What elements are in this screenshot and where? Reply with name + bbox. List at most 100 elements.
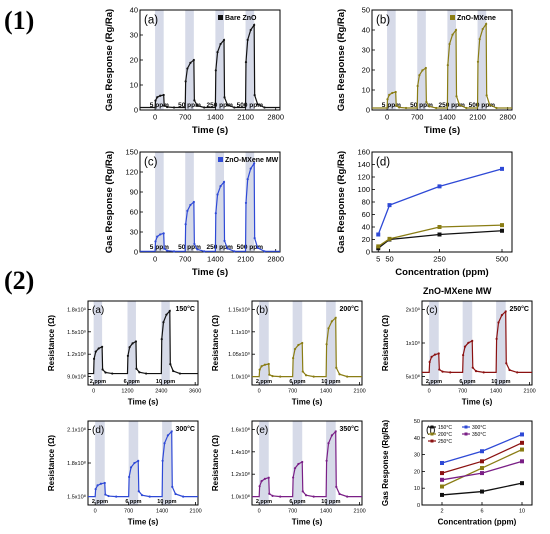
trace-point [301, 460, 304, 464]
concentration-label: 6 ppm [459, 379, 475, 385]
series-point [440, 461, 444, 465]
trace-point [162, 232, 165, 235]
trace-point [388, 93, 391, 96]
trace-point [435, 106, 438, 110]
concentration-label: 250 ppm [207, 244, 234, 251]
trace-point [182, 495, 185, 498]
trace-point [268, 373, 271, 376]
trace-point [334, 430, 337, 433]
trace-point [325, 459, 328, 462]
legend-label: 300°C [472, 425, 486, 431]
series-line [377, 224, 503, 247]
trace-point [186, 67, 189, 70]
y-tick-label: 10 [362, 86, 370, 95]
trace-point [312, 495, 315, 498]
concentration-label: 6 ppm [289, 499, 305, 505]
trace-point [271, 374, 274, 378]
concentration-label: 10 ppm [491, 379, 510, 385]
exposure-band [185, 10, 194, 110]
legend-marker [464, 425, 468, 429]
trace-point [233, 250, 236, 253]
trace-point [166, 105, 169, 109]
series-point [437, 232, 442, 237]
x-tick-label: 700 [411, 113, 424, 122]
trace-point [293, 347, 297, 351]
concentration-label: 250 ppm [207, 102, 234, 109]
trace-point [478, 38, 481, 41]
y-axis-label: Gas Response (Rg/Ra) [104, 151, 115, 253]
trace-point [101, 368, 104, 371]
y-tick-label: 1.1x10⁹ [231, 329, 250, 336]
trace-point [111, 372, 114, 375]
legend-marker [464, 432, 468, 436]
trace-point [107, 494, 110, 498]
y-axis-label: Resistance (Ω) [211, 315, 220, 372]
exposure-band [245, 10, 255, 110]
trace-point [325, 343, 328, 346]
concentration-label: 2 ppm [256, 499, 272, 505]
trace-point [330, 320, 333, 323]
trace-point [94, 350, 97, 353]
x-tick-label: 2100 [189, 509, 201, 515]
trace-point [163, 442, 166, 445]
trace-point [156, 96, 159, 99]
x-tick-label: 0 [153, 113, 157, 122]
concentration-label: 6 ppm [124, 379, 140, 385]
exposure-band [215, 152, 224, 252]
trace-point [154, 99, 157, 102]
trace-point [184, 223, 187, 226]
trace-point [154, 240, 157, 243]
legend-marker [430, 432, 434, 436]
x-axis-label: Concentration (ppm) [438, 518, 517, 527]
trace-point [430, 355, 433, 359]
trace-point [428, 360, 431, 364]
trace-point [256, 246, 259, 249]
y-axis-label: Resistance (Ω) [47, 315, 56, 372]
trace-point [476, 60, 480, 63]
trace-point [504, 310, 507, 313]
series-point [480, 489, 484, 494]
trace-point [260, 480, 263, 483]
y-tick-label: 60 [362, 210, 370, 219]
y-tick-label: 20 [362, 235, 370, 244]
chart-2c: 0 700 1400 2100 5x10⁸ 1x10⁹ 2x10⁹ Time (s) Resis… [381, 300, 536, 407]
y-axis-label: Gas Response (Rg/Ra) [336, 9, 347, 111]
x-tick-label: 700 [458, 389, 467, 395]
concentration-label: 50 ppm [410, 102, 433, 109]
trace-point [99, 482, 103, 485]
trace-point [249, 28, 252, 32]
group-title: ZnO-MXene MW [423, 286, 492, 296]
trace-point [253, 23, 256, 27]
y-tick-label: 5x10⁸ [406, 374, 420, 381]
response-trace [140, 161, 280, 252]
series-point [500, 228, 504, 233]
trace-point [184, 80, 187, 83]
trace-point [346, 495, 349, 498]
y-tick-label: 0 [417, 503, 420, 509]
x-tick-label: 2800 [267, 113, 284, 122]
x-tick-label: 700 [179, 113, 192, 122]
exposure-band [477, 10, 487, 110]
concentration-label: 2 ppm [90, 379, 106, 385]
exposure-band [161, 301, 170, 385]
exposure-band [292, 301, 303, 385]
response-trace [372, 22, 512, 109]
concentration-label: 6 ppm [125, 499, 141, 505]
concentration-label: 6 ppm [289, 379, 305, 385]
concentration-label: 50 ppm [178, 244, 201, 251]
trace-point [338, 373, 341, 376]
plot-frame [139, 151, 281, 253]
trace-point [193, 99, 196, 102]
trace-point [467, 341, 470, 344]
panel-label: (a) [144, 15, 158, 27]
trace-point [156, 235, 159, 238]
x-axis-label: Time (s) [192, 125, 228, 136]
y-tick-label: 80 [362, 198, 370, 207]
trace-point [253, 162, 256, 165]
trace-point [226, 103, 229, 106]
x-tick-label: 2100 [353, 389, 365, 395]
y-tick-label: 140 [357, 160, 370, 169]
series-point [440, 492, 444, 497]
exposure-band [162, 421, 172, 505]
x-tick-label: 2100 [469, 113, 486, 122]
